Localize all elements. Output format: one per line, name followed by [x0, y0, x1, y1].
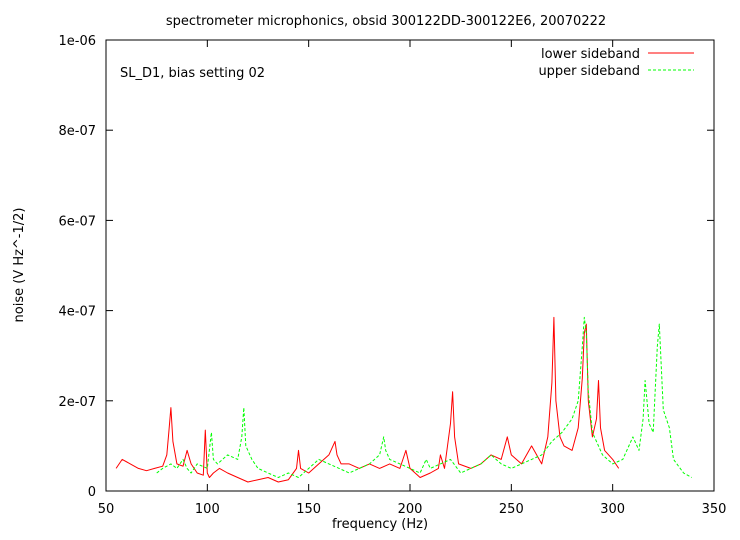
x-tick-label: 200	[398, 502, 423, 517]
y-axis: 0 2e-07 4e-07 6e-07 8e-07 1e-06	[58, 34, 714, 500]
y-tick-label: 2e-07	[58, 395, 96, 410]
series-layer	[115, 316, 692, 483]
x-tick-label: 350	[702, 502, 727, 517]
x-tick-label: 50	[98, 502, 115, 517]
y-tick-label: 6e-07	[58, 214, 96, 229]
x-tick-label: 300	[600, 502, 625, 517]
series-line-upper-sideband	[156, 316, 692, 478]
y-tick-label: 4e-07	[58, 305, 96, 320]
chart-title: spectrometer microphonics, obsid 300122D…	[166, 14, 606, 29]
series-line-lower-sideband	[115, 316, 620, 483]
y-tick-label: 0	[88, 485, 96, 500]
legend-label-upper-sideband: upper sideband	[538, 64, 640, 79]
plot-frame	[105, 39, 715, 492]
x-axis: 50 100 150 200 250 300 350	[98, 40, 727, 517]
legend: lower sideband upper sideband	[538, 47, 694, 79]
legend-label-lower-sideband: lower sideband	[541, 47, 640, 62]
x-tick-label: 250	[499, 502, 524, 517]
x-tick-label: 100	[195, 502, 220, 517]
x-axis-label: frequency (Hz)	[332, 517, 428, 532]
x-tick-label: 150	[296, 502, 321, 517]
y-tick-label: 8e-07	[58, 124, 96, 139]
chart-annotation: SL_D1, bias setting 02	[120, 66, 265, 81]
y-tick-label: 1e-06	[58, 34, 96, 49]
y-axis-label: noise (V Hz^-1/2)	[12, 208, 27, 323]
